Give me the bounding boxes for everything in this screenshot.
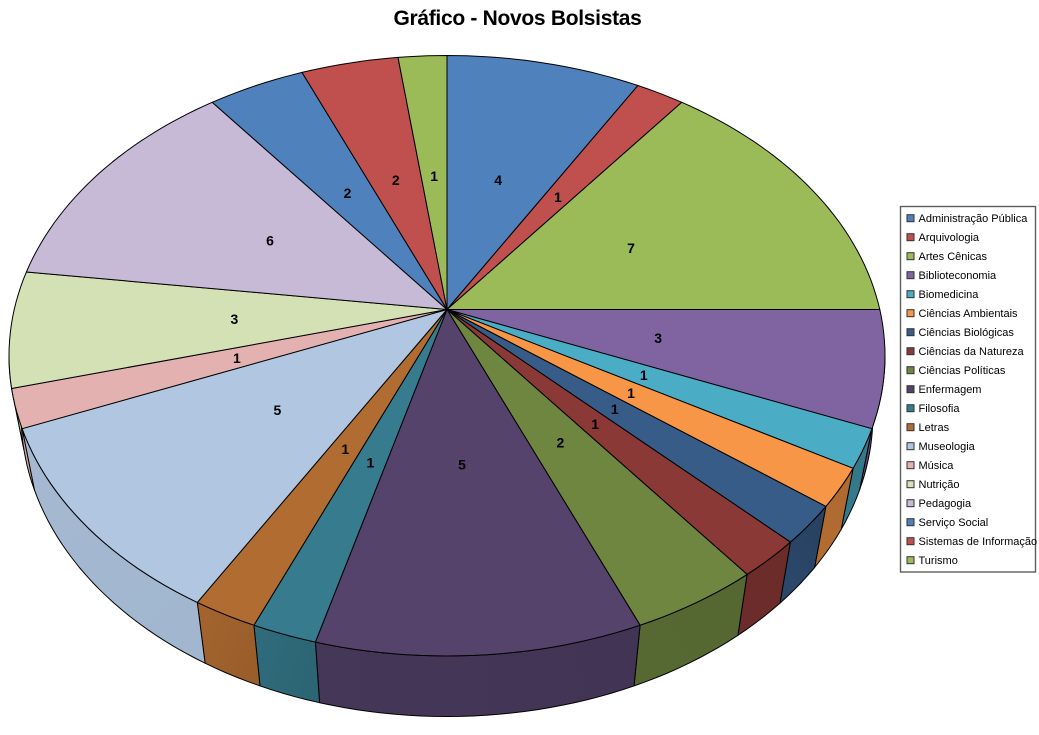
svg-text:1: 1 [554, 189, 562, 205]
svg-text:Biblioteconomia: Biblioteconomia [919, 270, 998, 282]
svg-text:Artes Cênicas: Artes Cênicas [919, 251, 988, 263]
svg-text:2: 2 [557, 435, 565, 451]
svg-text:3: 3 [231, 311, 239, 327]
svg-text:Ciências Políticas: Ciências Políticas [919, 365, 1006, 377]
svg-text:2: 2 [392, 172, 400, 188]
svg-text:Administração Pública: Administração Pública [919, 213, 1029, 225]
svg-text:Letras: Letras [919, 422, 950, 434]
svg-text:1: 1 [367, 454, 375, 470]
svg-text:1: 1 [627, 385, 635, 401]
svg-text:Serviço Social: Serviço Social [919, 517, 989, 529]
svg-text:1: 1 [611, 401, 619, 417]
svg-text:Sistemas de Informação: Sistemas de Informação [919, 536, 1038, 548]
svg-text:Pedagogia: Pedagogia [919, 498, 972, 510]
svg-text:Filosofia: Filosofia [919, 403, 961, 415]
svg-text:5: 5 [458, 457, 466, 473]
svg-text:Enfermagem: Enfermagem [919, 384, 982, 396]
svg-text:1: 1 [341, 441, 349, 457]
svg-text:1: 1 [640, 367, 648, 383]
svg-text:5: 5 [274, 402, 282, 418]
svg-text:1: 1 [233, 350, 241, 366]
svg-text:Museologia: Museologia [919, 441, 976, 453]
svg-text:1: 1 [430, 168, 438, 184]
svg-text:Biomedicina: Biomedicina [919, 289, 980, 301]
svg-text:7: 7 [627, 240, 635, 256]
svg-text:Arquivologia: Arquivologia [919, 232, 980, 244]
svg-text:Turismo: Turismo [919, 555, 958, 567]
svg-text:Ciências Biológicas: Ciências Biológicas [919, 327, 1015, 339]
svg-text:1: 1 [591, 416, 599, 432]
svg-text:Música: Música [919, 460, 955, 472]
svg-text:Nutrição: Nutrição [919, 479, 960, 491]
svg-text:6: 6 [266, 232, 274, 248]
svg-text:4: 4 [494, 172, 502, 188]
svg-text:Ciências da Natureza: Ciências da Natureza [919, 346, 1025, 358]
svg-text:3: 3 [654, 330, 662, 346]
svg-text:Gráfico - Novos Bolsistas: Gráfico - Novos Bolsistas [393, 7, 641, 30]
svg-text:2: 2 [344, 185, 352, 201]
svg-text:Ciências Ambientais: Ciências Ambientais [919, 308, 1019, 320]
